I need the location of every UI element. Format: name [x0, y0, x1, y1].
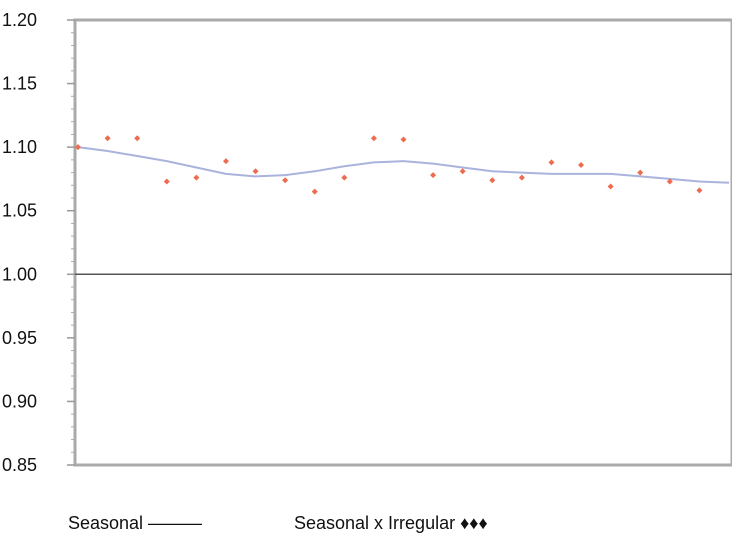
- series-si-point: [163, 178, 170, 185]
- legend-seasonal-x-irregular: Seasonal x Irregular ♦♦♦: [294, 513, 488, 533]
- plot-border: [73, 18, 732, 467]
- y-tick-label: 1.20: [2, 10, 37, 30]
- series-si-point: [518, 174, 525, 181]
- series-si-point: [222, 158, 229, 165]
- series-si-point: [489, 177, 496, 184]
- series-seasonal-line: [77, 146, 730, 184]
- y-tick-label: 1.15: [2, 74, 37, 94]
- legend-seasonal: Seasonal ———: [68, 513, 203, 533]
- series-si-point: [282, 177, 289, 184]
- series-si-point: [104, 135, 111, 142]
- y-tick-label: 0.95: [2, 328, 37, 348]
- series-layer: [75, 135, 730, 195]
- series-si-point: [607, 183, 614, 190]
- y-tick-label: 0.90: [2, 391, 37, 411]
- series-si-point: [311, 188, 318, 195]
- series-si-point: [252, 168, 259, 175]
- series-si-point: [134, 135, 141, 142]
- y-tick-label: 1.05: [2, 201, 37, 221]
- series-si-point: [430, 172, 437, 179]
- series-si-point: [666, 178, 673, 185]
- series-si-point: [637, 169, 644, 176]
- y-tick-label: 1.00: [2, 264, 37, 284]
- series-si-point: [459, 168, 466, 175]
- series-si-point: [370, 135, 377, 142]
- y-tick-label: 0.85: [2, 455, 37, 475]
- series-si-point: [341, 174, 348, 181]
- chart: 0.85 0.90 0.95 1.00 1.05 1.10 1.15 1.20: [2, 10, 732, 475]
- series-si-point: [400, 136, 407, 143]
- y-tick-label: 1.10: [2, 137, 37, 157]
- y-axis: 0.85 0.90 0.95 1.00 1.05 1.10 1.15 1.20: [2, 10, 75, 475]
- series-si-point: [578, 161, 585, 168]
- series-si-point: [548, 159, 555, 166]
- series-si-point: [696, 187, 703, 194]
- series-si-point: [193, 174, 200, 181]
- series-si-point: [75, 144, 81, 151]
